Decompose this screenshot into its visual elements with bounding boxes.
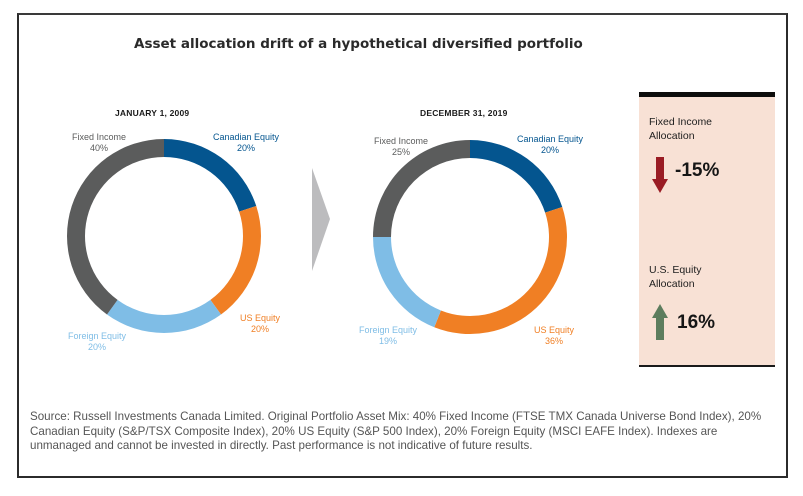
chart-title: Asset allocation drift of a hypothetical… (134, 36, 583, 52)
right-label-us-equity: US Equity 36% (526, 325, 582, 346)
donut-slice-foreign-equity (106, 299, 222, 333)
slice-label-value: 25% (391, 146, 410, 157)
up-arrow-icon (652, 304, 668, 340)
left-label-us-equity: US Equity 20% (232, 313, 288, 334)
donut-slice-us-equity (210, 206, 261, 315)
right-label-foreign-equity: Foreign Equity 19% (353, 325, 423, 346)
donut-slice-us-equity (434, 207, 567, 334)
us-equity-change-value: 16% (677, 312, 716, 333)
slice-label-value: 19% (378, 335, 397, 346)
figure-frame (17, 13, 788, 478)
label-line: Allocation (649, 130, 695, 142)
source-footnote: Source: Russell Investments Canada Limit… (30, 410, 762, 452)
slice-label-value: 20% (236, 142, 255, 153)
slice-label-value: 20% (87, 341, 106, 352)
donut-slice-fixed-income (67, 139, 164, 315)
slice-label-name: US Equity (239, 313, 281, 323)
slice-label-name: Fixed Income (373, 136, 429, 146)
down-arrow-icon (652, 157, 668, 193)
left-label-fixed-income: Fixed Income 40% (64, 132, 134, 153)
donut-2019 (373, 140, 567, 334)
donut-slice-canadian-equity (470, 140, 563, 213)
left-chart-date: JANUARY 1, 2009 (115, 108, 190, 118)
slice-label-name: Canadian Equity (212, 132, 280, 142)
right-label-fixed-income: Fixed Income 25% (366, 136, 436, 157)
transition-arrow-icon (312, 168, 330, 271)
label-line: Fixed Income (649, 116, 713, 128)
donut-slice-foreign-equity (373, 237, 441, 328)
slice-label-value: 20% (250, 323, 269, 334)
us-equity-change-label: U.S. Equity Allocation (649, 263, 702, 291)
slice-label-name: Foreign Equity (67, 331, 127, 341)
donut-2009 (67, 139, 261, 333)
slice-label-value: 20% (540, 144, 559, 155)
label-line: U.S. Equity (649, 264, 702, 276)
right-label-canadian-equity: Canadian Equity 20% (506, 134, 594, 155)
left-label-canadian-equity: Canadian Equity 20% (202, 132, 290, 153)
allocation-change-panel: Fixed Income Allocation -15% U.S. Equity… (639, 92, 775, 367)
slice-label-name: Foreign Equity (358, 325, 418, 335)
right-chart-date: DECEMBER 31, 2019 (420, 108, 508, 118)
fixed-income-change-value: -15% (675, 160, 720, 181)
slice-label-name: US Equity (533, 325, 575, 335)
slice-label-value: 36% (544, 335, 563, 346)
slice-label-name: Fixed Income (71, 132, 127, 142)
left-label-foreign-equity: Foreign Equity 20% (62, 331, 132, 352)
slice-label-value: 40% (89, 142, 108, 153)
label-line: Allocation (649, 278, 695, 290)
slice-label-name: Canadian Equity (516, 134, 584, 144)
fixed-income-change-label: Fixed Income Allocation (649, 115, 712, 143)
donut-slice-fixed-income (373, 140, 470, 237)
donut-slice-canadian-equity (164, 139, 257, 212)
